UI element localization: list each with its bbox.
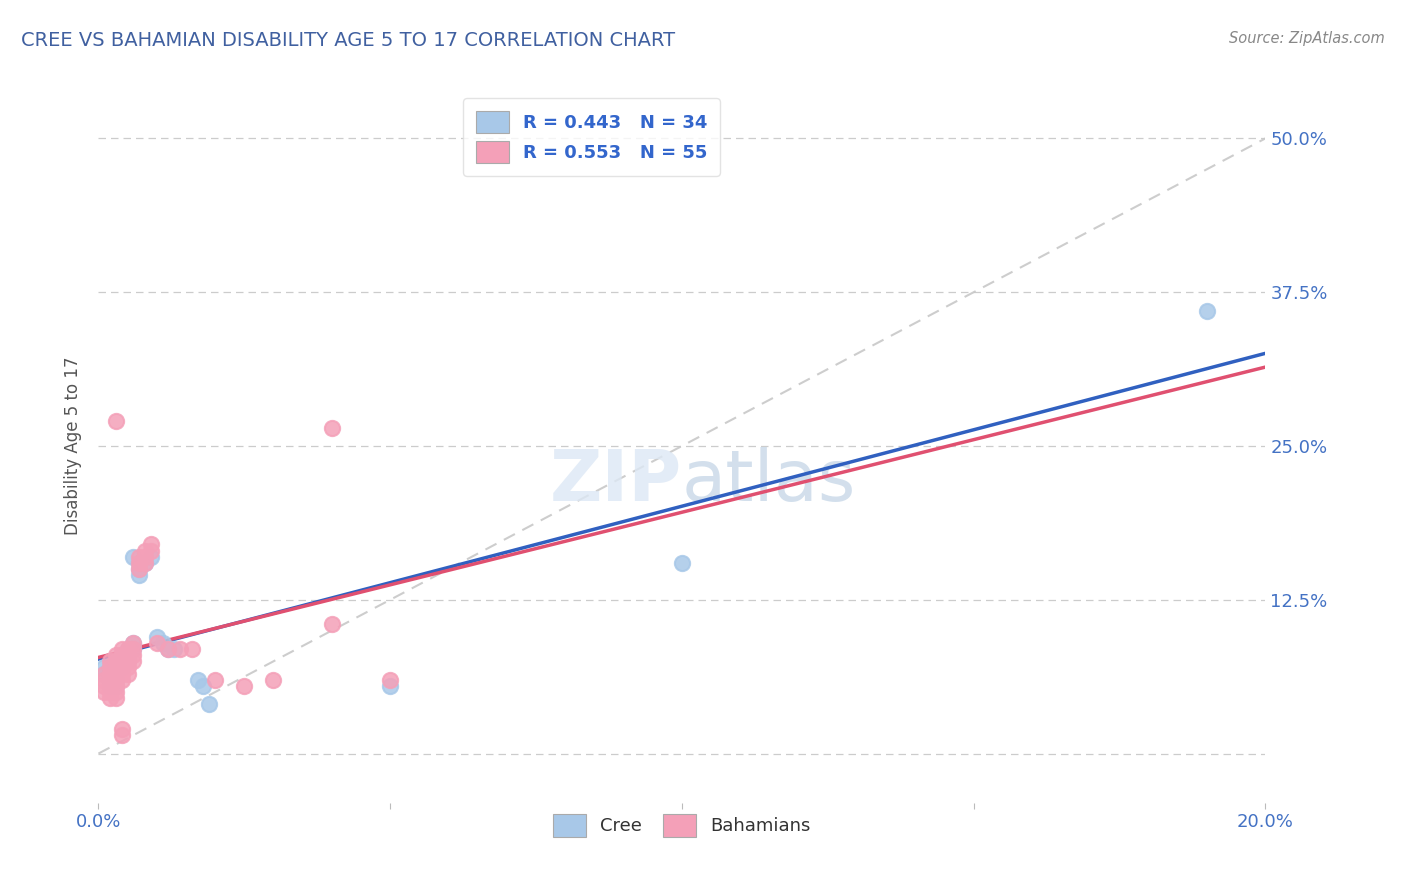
Text: Source: ZipAtlas.com: Source: ZipAtlas.com (1229, 31, 1385, 46)
Point (117, 654, 139, 668)
Point (104, 679, 127, 693)
Point (198, 698, 221, 712)
Point (104, 673, 127, 687)
Point (104, 660, 127, 674)
Legend: Cree, Bahamians: Cree, Bahamians (546, 807, 818, 844)
Point (104, 666, 127, 681)
Point (104, 679, 127, 693)
Point (111, 648, 134, 662)
Point (93, 673, 115, 687)
Point (98, 660, 121, 674)
Point (104, 691, 127, 706)
Point (93, 679, 115, 693)
Point (380, 679, 402, 693)
Point (104, 685, 127, 699)
Point (104, 654, 127, 668)
Point (163, 642, 186, 657)
Point (128, 568, 150, 582)
Point (134, 543, 156, 558)
Point (104, 663, 127, 677)
Point (193, 679, 215, 693)
Point (111, 660, 134, 674)
Point (187, 673, 209, 687)
Point (128, 549, 150, 564)
Point (98, 691, 121, 706)
Point (146, 636, 169, 650)
Point (204, 673, 226, 687)
Point (117, 660, 139, 674)
Point (111, 654, 134, 668)
Point (117, 648, 139, 662)
Point (134, 549, 156, 564)
Point (117, 648, 139, 662)
Point (128, 562, 150, 576)
Point (169, 642, 191, 657)
Point (122, 654, 145, 668)
Point (128, 556, 150, 570)
Point (111, 660, 134, 674)
Point (180, 642, 202, 657)
Y-axis label: Disability Age 5 to 17: Disability Age 5 to 17 (65, 357, 83, 535)
Point (111, 666, 134, 681)
Point (262, 673, 284, 687)
Point (157, 642, 180, 657)
Point (111, 642, 134, 657)
Point (93, 666, 115, 681)
Text: CREE VS BAHAMIAN DISABILITY AGE 5 TO 17 CORRELATION CHART: CREE VS BAHAMIAN DISABILITY AGE 5 TO 17 … (21, 31, 675, 50)
Point (134, 556, 156, 570)
Point (233, 679, 256, 693)
Point (139, 549, 162, 564)
Point (128, 562, 150, 576)
Point (139, 543, 162, 558)
Point (93, 660, 115, 674)
Text: atlas: atlas (682, 447, 856, 516)
Point (122, 636, 145, 650)
Point (98, 679, 121, 693)
Point (98, 654, 121, 668)
Point (139, 537, 162, 551)
Point (111, 722, 134, 736)
Point (93, 666, 115, 681)
Point (117, 642, 139, 657)
Point (117, 666, 139, 681)
Point (380, 673, 402, 687)
Point (104, 648, 127, 662)
Point (104, 414, 127, 428)
Point (321, 617, 343, 632)
Point (111, 673, 134, 687)
Point (98, 679, 121, 693)
Point (111, 654, 134, 668)
Point (321, 420, 343, 434)
Point (128, 556, 150, 570)
Point (117, 654, 139, 668)
Point (671, 556, 693, 570)
Point (117, 642, 139, 657)
Point (98, 666, 121, 681)
Point (146, 630, 169, 644)
Point (122, 636, 145, 650)
Point (134, 556, 156, 570)
Point (122, 648, 145, 662)
Point (93, 685, 115, 699)
Point (1195, 303, 1218, 318)
Point (98, 685, 121, 699)
Point (122, 549, 145, 564)
Point (122, 642, 145, 657)
Point (98, 673, 121, 687)
Point (104, 654, 127, 668)
Point (104, 673, 127, 687)
Text: ZIP: ZIP (550, 447, 682, 516)
Point (111, 648, 134, 662)
Point (152, 636, 174, 650)
Point (111, 728, 134, 742)
Point (122, 642, 145, 657)
Point (98, 666, 121, 681)
Point (98, 660, 121, 674)
Point (157, 642, 180, 657)
Point (98, 673, 121, 687)
